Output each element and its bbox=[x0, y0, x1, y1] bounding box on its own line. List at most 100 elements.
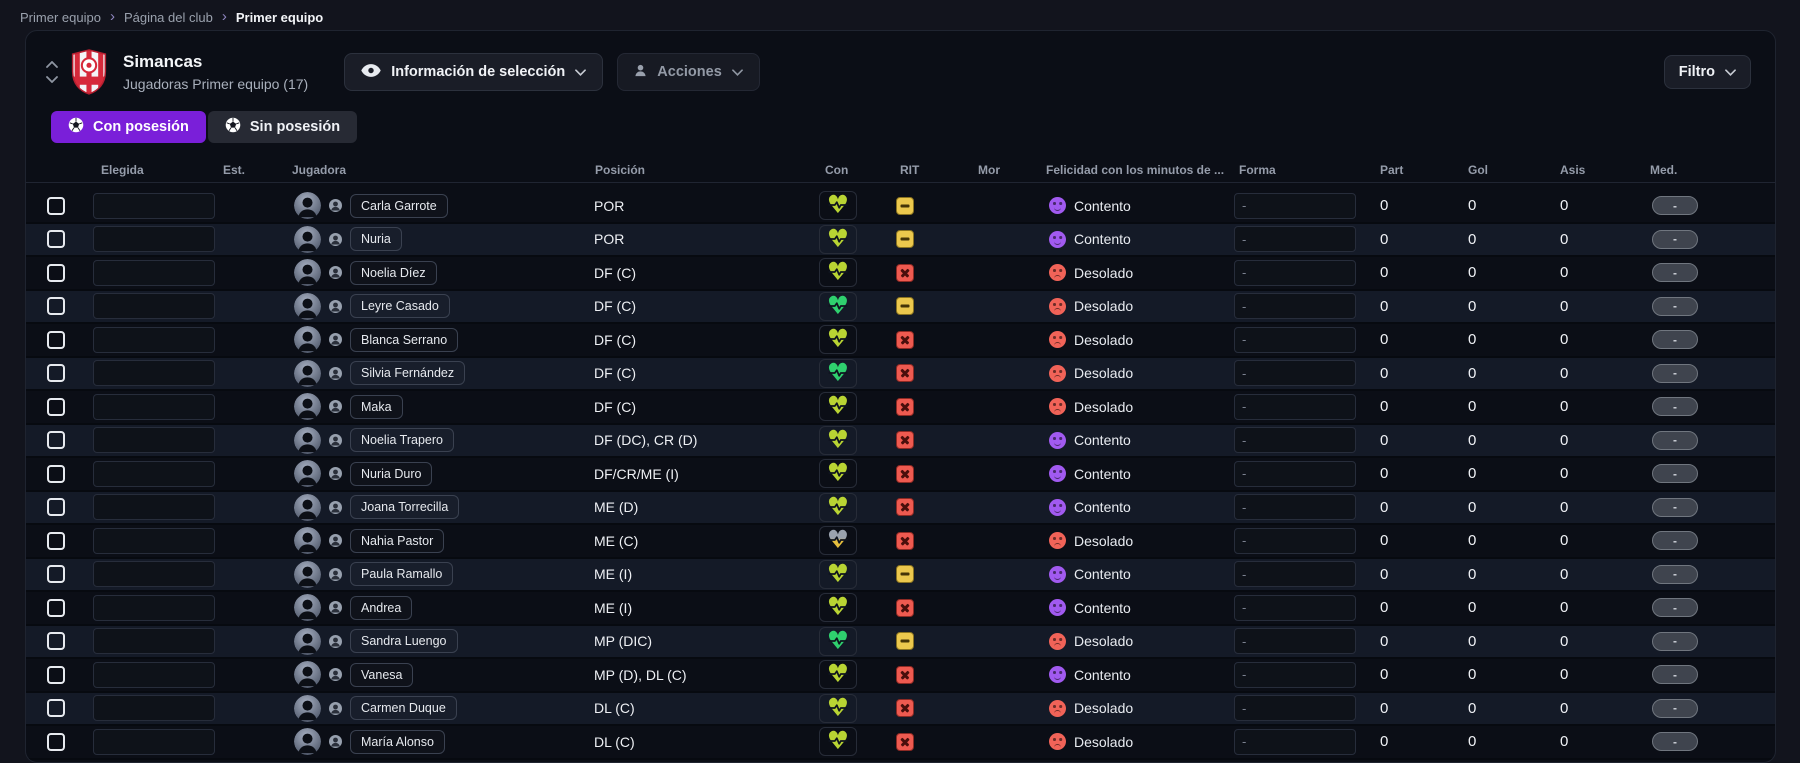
row-checkbox[interactable] bbox=[47, 699, 65, 718]
col-header-posicion[interactable]: Posición bbox=[595, 162, 646, 177]
player-name[interactable]: Carmen Duque bbox=[350, 696, 457, 721]
player-name[interactable]: Nuria Duro bbox=[350, 461, 433, 486]
forma-input[interactable] bbox=[1234, 360, 1356, 387]
actions-button[interactable]: Acciones bbox=[617, 53, 760, 91]
player-name[interactable]: Paula Ramallo bbox=[350, 562, 454, 587]
med-button[interactable]: - bbox=[1652, 229, 1698, 249]
med-button[interactable]: - bbox=[1652, 263, 1698, 283]
med-button[interactable]: - bbox=[1652, 531, 1698, 551]
med-button[interactable]: - bbox=[1652, 397, 1698, 417]
elegida-input[interactable] bbox=[93, 326, 215, 353]
forma-input[interactable] bbox=[1234, 460, 1356, 487]
player-name[interactable]: Carla Garrote bbox=[350, 193, 448, 218]
chevron-down-icon[interactable] bbox=[46, 76, 58, 83]
elegida-input[interactable] bbox=[93, 628, 215, 655]
elegida-input[interactable] bbox=[93, 427, 215, 454]
col-header-mor[interactable]: Mor bbox=[978, 162, 1000, 177]
player-name[interactable]: Noelia Díez bbox=[350, 260, 437, 285]
player-name[interactable]: Vanesa bbox=[350, 662, 414, 687]
row-checkbox[interactable] bbox=[47, 263, 65, 282]
med-button[interactable]: - bbox=[1652, 363, 1698, 383]
tab-sin-posesion[interactable]: Sin posesión bbox=[207, 111, 358, 143]
filter-button[interactable]: Filtro bbox=[1663, 55, 1751, 89]
elegida-input[interactable] bbox=[93, 494, 215, 521]
med-button[interactable]: - bbox=[1652, 665, 1698, 685]
elegida-input[interactable] bbox=[93, 360, 215, 387]
breadcrumb-item[interactable]: Página del club bbox=[123, 10, 213, 25]
row-checkbox[interactable] bbox=[47, 230, 65, 249]
row-checkbox[interactable] bbox=[47, 364, 65, 383]
forma-input[interactable] bbox=[1234, 427, 1356, 454]
player-name[interactable]: Leyre Casado bbox=[350, 294, 450, 319]
player-name[interactable]: Nahia Pastor bbox=[350, 528, 445, 553]
col-header-rit[interactable]: RIT bbox=[900, 162, 920, 177]
forma-input[interactable] bbox=[1234, 393, 1356, 420]
player-name[interactable]: Silvia Fernández bbox=[350, 361, 466, 386]
player-name[interactable]: Sandra Luengo bbox=[350, 629, 458, 654]
col-header-jugadora[interactable]: Jugadora bbox=[292, 162, 347, 177]
breadcrumb-item[interactable]: Primer equipo bbox=[20, 10, 101, 25]
med-button[interactable]: - bbox=[1652, 497, 1698, 517]
med-button[interactable]: - bbox=[1652, 598, 1698, 618]
row-checkbox[interactable] bbox=[47, 498, 65, 517]
player-name[interactable]: Noelia Trapero bbox=[350, 428, 454, 453]
elegida-input[interactable] bbox=[93, 192, 215, 219]
tab-con-posesion[interactable]: Con posesión bbox=[51, 111, 206, 143]
med-button[interactable]: - bbox=[1652, 330, 1698, 350]
breadcrumb-item-current[interactable]: Primer equipo bbox=[235, 10, 324, 25]
row-checkbox[interactable] bbox=[47, 531, 65, 550]
selection-info-button[interactable]: Información de selección bbox=[344, 53, 604, 91]
forma-input[interactable] bbox=[1234, 226, 1356, 253]
row-checkbox[interactable] bbox=[47, 297, 65, 316]
forma-input[interactable] bbox=[1234, 561, 1356, 588]
row-checkbox[interactable] bbox=[47, 732, 65, 751]
player-name[interactable]: Nuria bbox=[350, 227, 402, 252]
col-header-part[interactable]: Part bbox=[1380, 162, 1404, 177]
col-header-con[interactable]: Con bbox=[825, 162, 849, 177]
col-header-asis[interactable]: Asis bbox=[1560, 162, 1586, 177]
forma-input[interactable] bbox=[1234, 695, 1356, 722]
col-header-felicidad[interactable]: Felicidad con los minutos de ... bbox=[1046, 162, 1225, 177]
elegida-input[interactable] bbox=[93, 728, 215, 755]
row-checkbox[interactable] bbox=[47, 196, 65, 215]
player-name[interactable]: Blanca Serrano bbox=[350, 327, 459, 352]
elegida-input[interactable] bbox=[93, 661, 215, 688]
med-button[interactable]: - bbox=[1652, 430, 1698, 450]
row-checkbox[interactable] bbox=[47, 397, 65, 416]
player-name[interactable]: Andrea bbox=[350, 595, 413, 620]
player-name[interactable]: María Alonso bbox=[350, 729, 445, 754]
row-checkbox[interactable] bbox=[47, 598, 65, 617]
col-header-forma[interactable]: Forma bbox=[1239, 162, 1276, 177]
forma-input[interactable] bbox=[1234, 594, 1356, 621]
row-checkbox[interactable] bbox=[47, 665, 65, 684]
med-button[interactable]: - bbox=[1652, 698, 1698, 718]
med-button[interactable]: - bbox=[1652, 464, 1698, 484]
row-checkbox[interactable] bbox=[47, 431, 65, 450]
row-checkbox[interactable] bbox=[47, 565, 65, 584]
row-checkbox[interactable] bbox=[47, 464, 65, 483]
forma-input[interactable] bbox=[1234, 661, 1356, 688]
col-header-est[interactable]: Est. bbox=[223, 162, 246, 177]
elegida-input[interactable] bbox=[93, 695, 215, 722]
elegida-input[interactable] bbox=[93, 527, 215, 554]
elegida-input[interactable] bbox=[93, 460, 215, 487]
forma-input[interactable] bbox=[1234, 192, 1356, 219]
player-name[interactable]: Joana Torrecilla bbox=[350, 495, 460, 520]
forma-input[interactable] bbox=[1234, 494, 1356, 521]
forma-input[interactable] bbox=[1234, 293, 1356, 320]
row-checkbox[interactable] bbox=[47, 632, 65, 651]
elegida-input[interactable] bbox=[93, 226, 215, 253]
forma-input[interactable] bbox=[1234, 628, 1356, 655]
med-button[interactable]: - bbox=[1652, 296, 1698, 316]
elegida-input[interactable] bbox=[93, 293, 215, 320]
forma-input[interactable] bbox=[1234, 259, 1356, 286]
col-header-elegida[interactable]: Elegida bbox=[101, 162, 144, 177]
elegida-input[interactable] bbox=[93, 594, 215, 621]
forma-input[interactable] bbox=[1234, 326, 1356, 353]
med-button[interactable]: - bbox=[1652, 732, 1698, 752]
chevron-up-icon[interactable] bbox=[46, 61, 58, 68]
med-button[interactable]: - bbox=[1652, 196, 1698, 216]
forma-input[interactable] bbox=[1234, 527, 1356, 554]
player-name[interactable]: Maka bbox=[350, 394, 403, 419]
elegida-input[interactable] bbox=[93, 393, 215, 420]
